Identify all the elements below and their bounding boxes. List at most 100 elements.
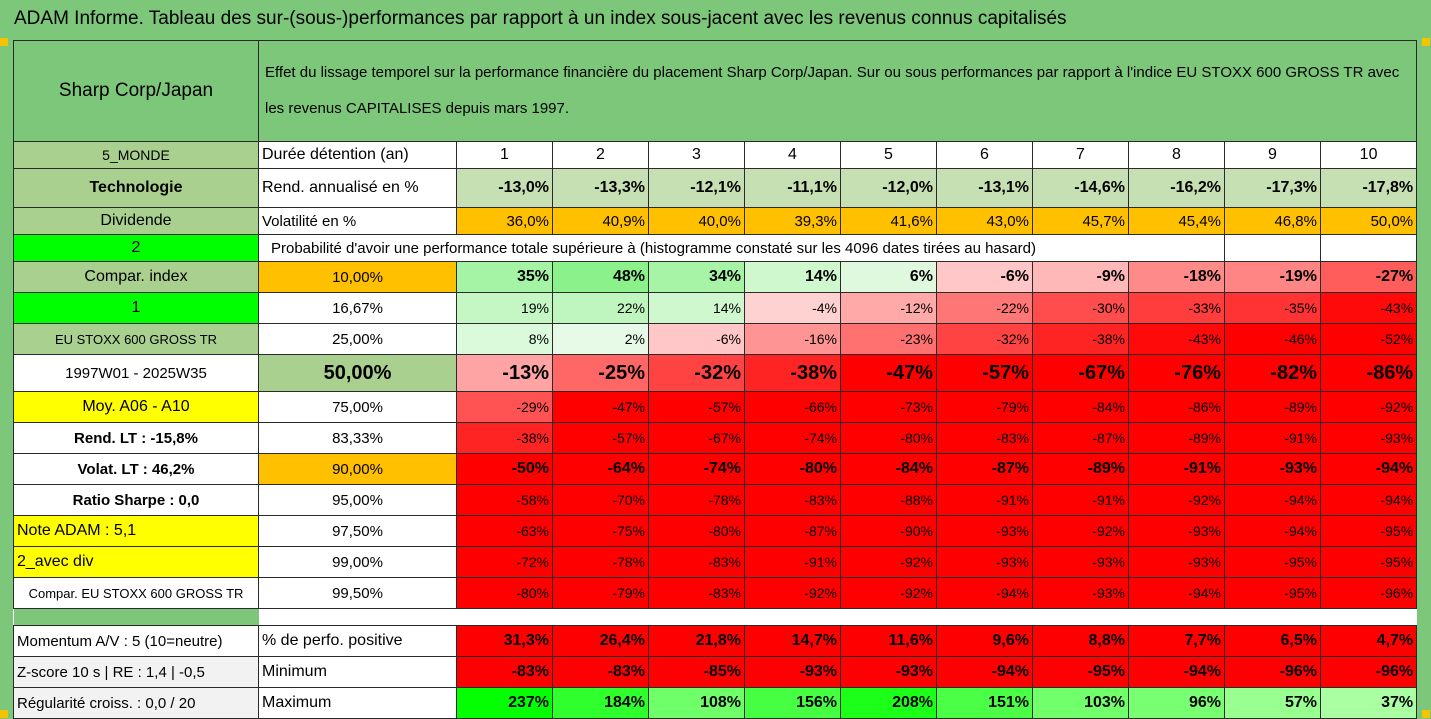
quantile-value: -94% [936,577,1033,609]
quantile-value: -93% [1032,577,1129,609]
quantile-value: -80% [840,422,937,454]
quantile-value: -79% [936,391,1033,423]
quantile-row: Volat. LT : 46,2% 90,00% -50% -64% -74% -80% -… [13,453,1418,485]
quantile-label: 83,33% [258,422,457,454]
volat-value: 43,0% [936,207,1033,235]
rend-value: -13,3% [552,168,649,208]
stats-value: 6,5% [1224,625,1321,657]
quantile-value: -6% [936,261,1033,293]
quantile-label: 97,50% [258,515,457,547]
volat-value: 39,3% [744,207,841,235]
quantile-value: -46% [1224,323,1321,355]
quantile-value: -43% [1319,292,1418,324]
quantile-value: 35% [456,261,553,293]
quantile-row: 1997W01 - 2025W35 50,00% -13% -25% -32% -38% -… [13,354,1418,392]
quantile-row: EU STOXX 600 GROSS TR 25,00% 8% 2% -6% -16% -2… [13,323,1418,355]
stats-value: 4,7% [1319,625,1418,657]
left-info-cell: 1 [13,292,259,324]
separator-cell [258,608,1417,626]
stats-value: 156% [744,687,841,719]
quantile-value: -35% [1224,292,1321,324]
stats-label: Minimum [258,656,457,688]
quantile-row: Ratio Sharpe : 0,0 95,00% -58% -70% -78% -83%… [13,484,1418,516]
quantile-value: -94% [1128,577,1225,609]
rend-value: -17,3% [1224,168,1321,208]
quantile-value: -25% [552,354,649,392]
year-header: 5 [840,141,937,169]
quantile-value: -86% [1319,354,1418,392]
quantile-label: 50,00% [258,354,457,392]
quantile-value: 22% [552,292,649,324]
quantile-value: -57% [648,391,745,423]
rend-value: -13,1% [936,168,1033,208]
quantile-value: -89% [1224,391,1321,423]
quantile-value: -95% [1319,546,1418,578]
asset-name: Sharp Corp/Japan [13,40,259,142]
rend-value: -12,0% [840,168,937,208]
quantile-value: -16% [744,323,841,355]
quantile-value: -92% [744,577,841,609]
quantile-value: -72% [456,546,553,578]
stats-value: -83% [456,656,553,688]
stats-value: -94% [936,656,1033,688]
rend-value: -14,6% [1032,168,1129,208]
stats-label: % de perfo. positive [258,625,457,657]
performance-table: Sharp Corp/Japan Effet du lissage tempor… [13,40,1418,719]
num2-label: 2 [13,234,259,262]
stats-left-label: Z-score 10 s | RE : 1,4 | -0,5 [13,656,259,688]
volat-value: 40,9% [552,207,649,235]
year-header: 10 [1319,141,1418,169]
rend-value: -16,2% [1128,168,1225,208]
quantile-value: -80% [456,577,553,609]
stats-value: 37% [1319,687,1418,719]
quantile-value: -18% [1128,261,1225,293]
quantile-row: Note ADAM : 5,1 97,50% -63% -75% -80% -87% -90… [13,515,1418,547]
quantile-value: -38% [1032,323,1129,355]
stats-value: -93% [840,656,937,688]
quantile-value: -87% [936,453,1033,485]
quantile-value: -93% [936,546,1033,578]
stats-value: 14,7% [744,625,841,657]
quantile-value: -91% [1032,484,1129,516]
quantile-value: -74% [648,453,745,485]
stats-value: 26,4% [552,625,649,657]
stats-value: -96% [1319,656,1418,688]
quantile-value: -94% [1319,453,1418,485]
volat-value: 40,0% [648,207,745,235]
separator-cell [13,608,259,626]
dividend-label: Dividende [13,207,259,235]
quantile-value: -27% [1319,261,1418,293]
sector-label: Technologie [13,168,259,208]
quantile-value: -91% [1224,422,1321,454]
quantile-value: -84% [1032,391,1129,423]
quantile-value: -95% [1224,577,1321,609]
quantile-label: 25,00% [258,323,457,355]
quantile-value: -91% [1128,453,1225,485]
quantile-label: 95,00% [258,484,457,516]
quantile-value: -52% [1319,323,1418,355]
volat-value: 50,0% [1319,207,1418,235]
stats-value: 237% [456,687,553,719]
volat-value: 36,0% [456,207,553,235]
quantile-value: -38% [456,422,553,454]
volat-value: 45,4% [1128,207,1225,235]
year-header: 7 [1032,141,1129,169]
quantile-value: -92% [1128,484,1225,516]
left-info-cell: Ratio Sharpe : 0,0 [13,484,259,516]
quantile-value: -57% [552,422,649,454]
quantile-label: 99,00% [258,546,457,578]
quantile-value: -43% [1128,323,1225,355]
stats-value: 57% [1224,687,1321,719]
stats-value: 21,8% [648,625,745,657]
stats-value: -96% [1224,656,1321,688]
corner-marker [1422,710,1430,718]
rend-value: -12,1% [648,168,745,208]
stats-left-label: Régularité croiss. : 0,0 / 20 [13,687,259,719]
stats-value: 31,3% [456,625,553,657]
stats-value: 108% [648,687,745,719]
quantile-value: -30% [1032,292,1129,324]
quantile-value: 6% [840,261,937,293]
quantile-row: 2_avec div 99,00% -72% -78% -83% -91% -92% -93%… [13,546,1418,578]
quantile-value: -13% [456,354,553,392]
